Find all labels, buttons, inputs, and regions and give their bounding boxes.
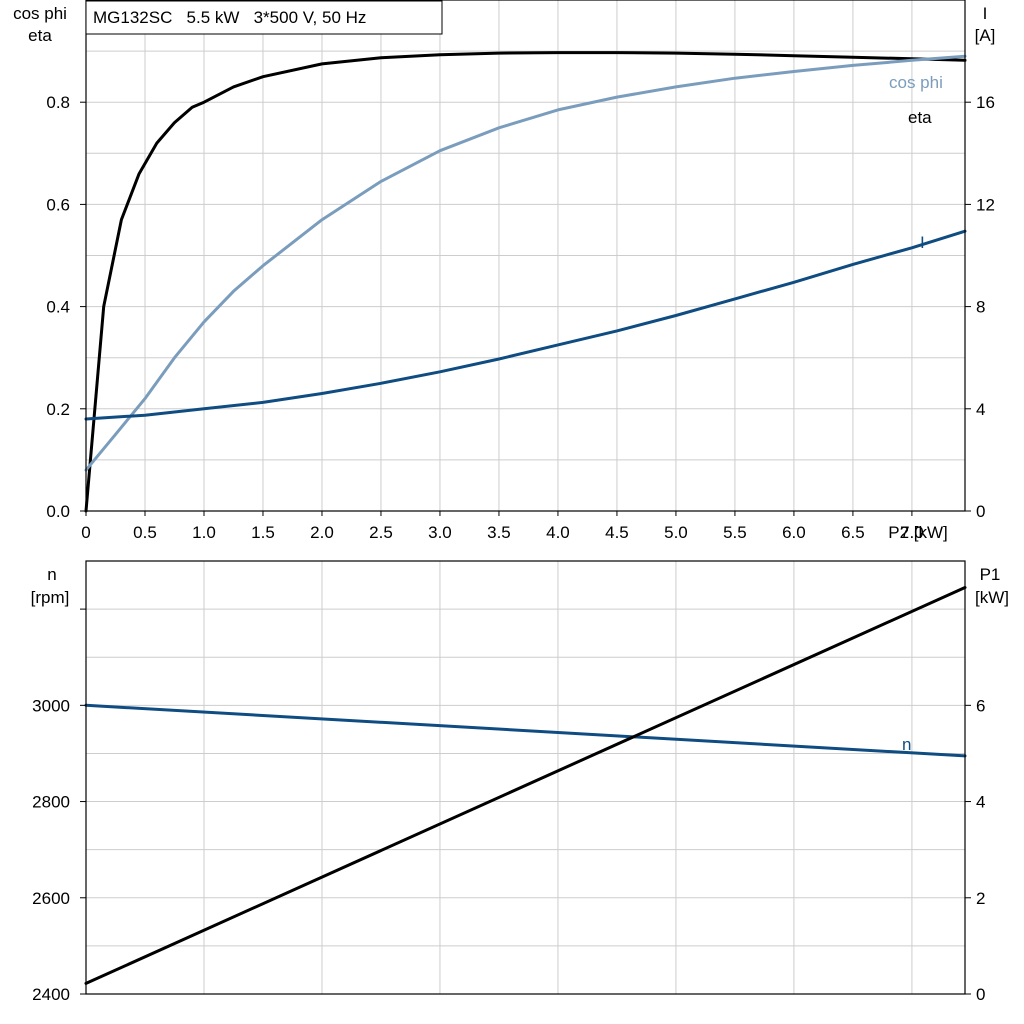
- bottom-right-tick-labels: 0 2 4 6: [965, 696, 985, 1004]
- top-x-tick-label: 1.5: [251, 523, 275, 542]
- top-x-tick-label: 2.5: [369, 523, 393, 542]
- top-x-tick-label: 3.0: [428, 523, 452, 542]
- top-x-tick-label: 3.5: [487, 523, 511, 542]
- top-x-axis-label: P2 [kW]: [888, 523, 948, 542]
- series-label-current: I: [920, 233, 925, 252]
- top-chart-series: [84, 51, 967, 513]
- top-right-tick-label: 0: [976, 502, 985, 521]
- top-right-tick-label: 8: [976, 298, 985, 317]
- current-curve: [84, 229, 967, 421]
- chart-title-box: [85, 0, 443, 35]
- bottom-right-axis-label-line2: [kW]: [975, 588, 1009, 607]
- top-chart: 0.0 0.2 0.4 0.6 0.8 0 4 8 12 16 0 0.5 1.0 1.5 2.0 2.5…: [13, 0, 995, 542]
- bottom-right-axis-label-line1: P1: [980, 565, 1001, 584]
- top-chart-frame: [85, 0, 966, 512]
- top-x-tick-label: 4.5: [605, 523, 629, 542]
- top-x-tick-labels: 0 0.5 1.0 1.5 2.0 2.5 3.0 3.5 4.0 4.5 5.0 5.5 6.0 6.5…: [81, 511, 924, 542]
- top-right-tick-label: 12: [976, 195, 995, 214]
- top-left-axis-label-line2: eta: [28, 26, 52, 45]
- top-x-tick-label: 6.5: [841, 523, 865, 542]
- top-left-axis-label-line1: cos phi: [13, 4, 67, 23]
- top-x-tick-label: 1.0: [192, 523, 216, 542]
- top-x-tick-label: 6.0: [782, 523, 806, 542]
- top-left-tick-label: 0.8: [46, 93, 70, 112]
- bottom-right-tick-label: 6: [976, 696, 985, 715]
- top-left-tick-label: 0.2: [46, 400, 70, 419]
- bottom-chart-grid: [86, 561, 965, 994]
- top-left-tick-label: 0.6: [46, 195, 70, 214]
- top-left-tick-labels: 0.0 0.2 0.4 0.6 0.8: [46, 93, 86, 521]
- p1-curve: [84, 586, 967, 985]
- bottom-chart: 2400 2600 2800 3000 0 2 4 6 n [rpm] P1 [kW] n: [31, 560, 1009, 1004]
- bottom-left-tick-label: 2600: [32, 889, 70, 908]
- bottom-left-axis-label-line2: [rpm]: [31, 588, 70, 607]
- top-x-tick-label: 2.0: [310, 523, 334, 542]
- top-chart-grid: [86, 0, 965, 511]
- bottom-left-tick-labels: 2400 2600 2800 3000: [32, 608, 86, 1004]
- top-x-tick-label: 0: [81, 523, 90, 542]
- top-left-tick-label: 0.0: [46, 502, 70, 521]
- bottom-right-tick-label: 2: [976, 889, 985, 908]
- bottom-left-tick-label: 2800: [32, 793, 70, 812]
- top-x-tick-label: 4.0: [546, 523, 570, 542]
- eta-curve: [84, 51, 967, 513]
- top-x-tick-label: 5.5: [723, 523, 747, 542]
- top-x-tick-label: 5.0: [664, 523, 688, 542]
- bottom-chart-frame: [85, 560, 966, 995]
- top-left-tick-label: 0.4: [46, 298, 70, 317]
- top-x-tick-label: 0.5: [133, 523, 157, 542]
- chart-title: MG132SC 5.5 kW 3*500 V, 50 Hz: [93, 8, 366, 27]
- bottom-right-tick-label: 0: [976, 985, 985, 1004]
- cos-phi-curve: [84, 54, 967, 472]
- bottom-left-tick-label: 3000: [32, 696, 70, 715]
- top-right-axis-label-line1: I: [983, 4, 988, 23]
- series-label-speed: n: [902, 735, 911, 754]
- series-label-cos-phi: cos phi: [889, 73, 943, 92]
- speed-curve: [84, 703, 967, 758]
- bottom-left-axis-label-line1: n: [47, 565, 56, 584]
- top-right-tick-label: 4: [976, 400, 985, 419]
- top-right-axis-label-line2: [A]: [975, 26, 996, 45]
- bottom-chart-series: [84, 586, 967, 985]
- bottom-right-tick-label: 4: [976, 793, 985, 812]
- bottom-left-tick-label: 2400: [32, 985, 70, 1004]
- top-right-tick-label: 16: [976, 93, 995, 112]
- top-right-tick-labels: 0 4 8 12 16: [965, 93, 995, 521]
- top-x-tick-label: 7.0: [900, 523, 924, 542]
- series-label-eta: eta: [908, 108, 932, 127]
